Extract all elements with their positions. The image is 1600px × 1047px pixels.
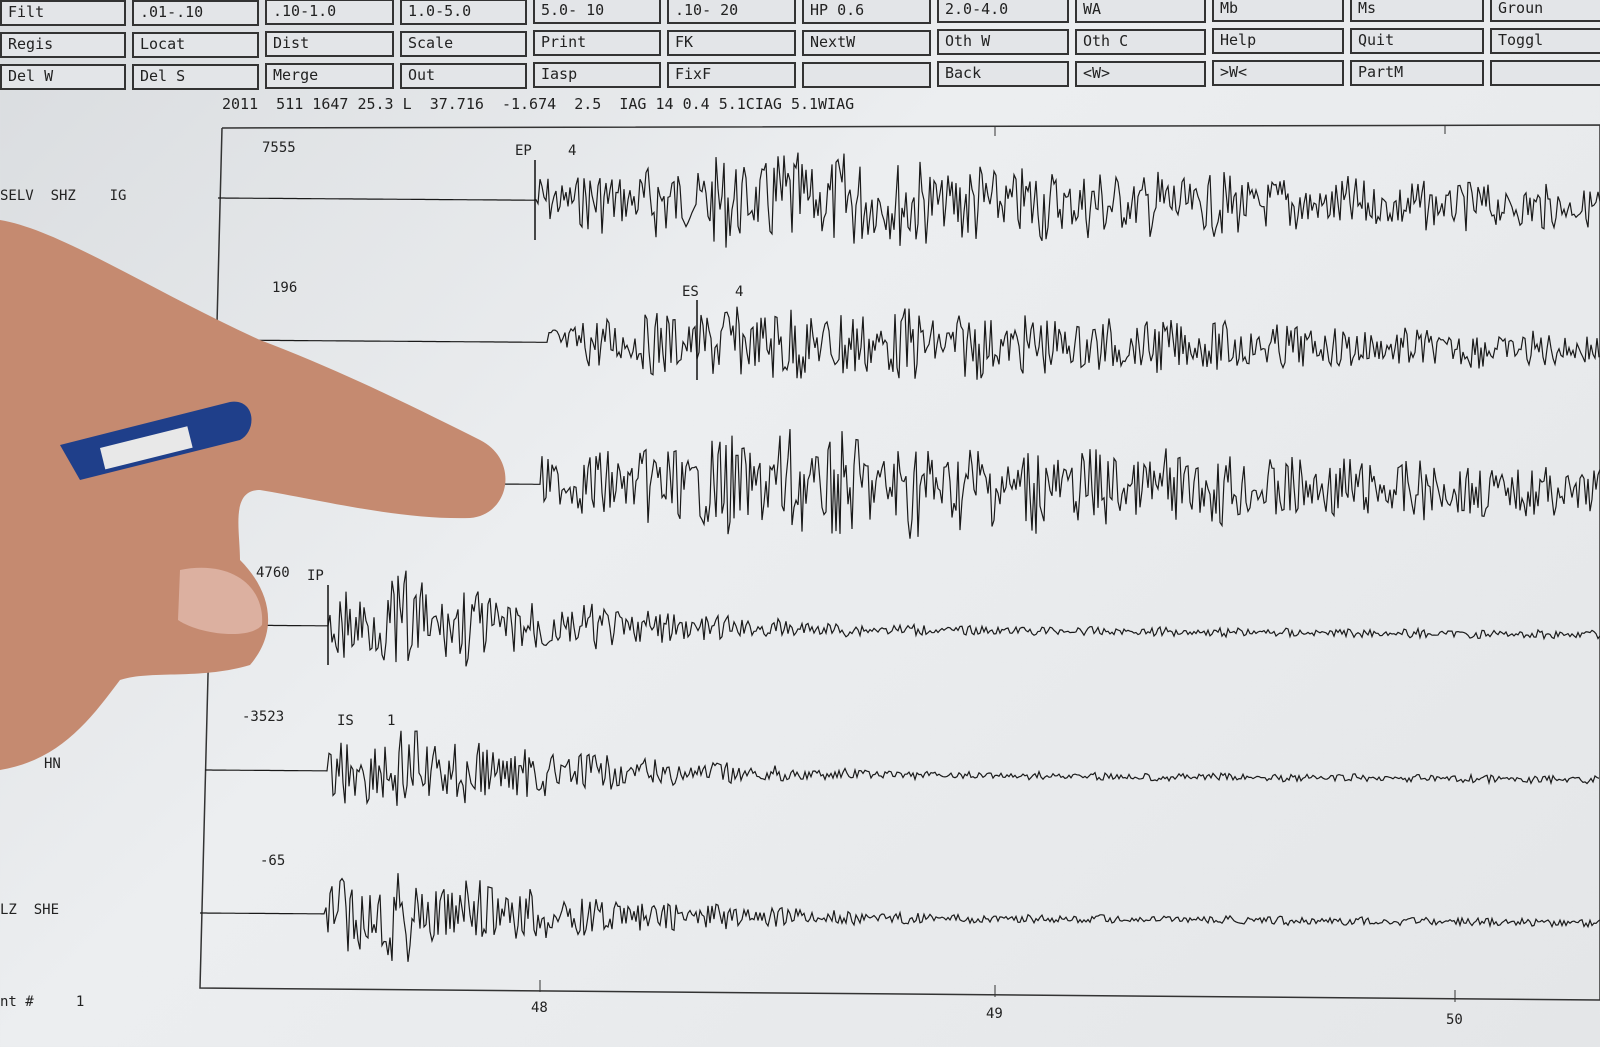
trace-1-phase[interactable]: EP <box>515 143 532 159</box>
menu-button-mb[interactable]: Mb <box>1212 0 1344 23</box>
menu-button-empty-2-11[interactable] <box>1490 59 1600 86</box>
menu-button-dist[interactable]: Dist <box>265 31 394 58</box>
menu-button-del-s[interactable]: Del S <box>132 63 259 90</box>
trace-5-station: HN <box>44 756 61 772</box>
menu-button-iasp[interactable]: Iasp <box>533 62 661 89</box>
menu-button-filt[interactable]: Filt <box>0 0 126 26</box>
seismic-trace-2 <box>215 306 1600 380</box>
menu-button-back[interactable]: Back <box>937 61 1069 88</box>
menu-button-toggl[interactable]: Toggl <box>1490 27 1600 54</box>
seismic-trace-6 <box>200 873 1600 962</box>
time-tick-label-48: 48 <box>531 1000 548 1016</box>
menu-button-del-w[interactable]: Del W <box>0 64 126 90</box>
menu-button--w-[interactable]: <W> <box>1075 60 1206 87</box>
event-counter: nt # 1 <box>0 994 85 1010</box>
time-tick-label-49: 49 <box>986 1006 1003 1022</box>
menu-button-help[interactable]: Help <box>1212 28 1344 55</box>
menu-button--01-10[interactable]: .01-.10 <box>132 0 259 26</box>
menu-button-hp-0-6[interactable]: HP 0.6 <box>802 0 931 24</box>
menu-button-quit[interactable]: Quit <box>1350 28 1484 54</box>
menu-button-print[interactable]: Print <box>533 30 661 57</box>
hand-shape <box>0 220 506 770</box>
seismic-trace-5 <box>205 730 1600 806</box>
trace-4-amplitude: 4760 <box>256 565 290 581</box>
trace-1-amplitude: 7555 <box>262 140 296 156</box>
trace-4-phase[interactable]: IP <box>307 568 324 584</box>
seismic-trace-1 <box>218 152 1600 248</box>
menu-button-out[interactable]: Out <box>400 62 527 89</box>
menu-button-groun[interactable]: Groun <box>1490 0 1600 22</box>
time-tick-label-50: 50 <box>1446 1012 1463 1028</box>
menu-button-locat[interactable]: Locat <box>132 31 259 58</box>
trace-6-amplitude: -65 <box>260 853 286 869</box>
menu-button-scale[interactable]: Scale <box>400 30 527 57</box>
trace-2-weight: 4 <box>735 284 744 300</box>
seismic-trace-4 <box>208 570 1600 667</box>
trace-5-amplitude: -3523 <box>242 709 285 725</box>
menu-button-partm[interactable]: PartM <box>1350 60 1484 86</box>
event-info-line: 2011 511 1647 25.3 L 37.716 -1.674 2.5 I… <box>222 95 855 113</box>
trace-2-phase[interactable]: ES <box>682 284 699 300</box>
menu-button--10-20[interactable]: .10- 20 <box>667 0 796 24</box>
menu-button-fixf[interactable]: FixF <box>667 62 796 88</box>
plot-frame <box>199 124 1600 1001</box>
pen-barcode <box>99 426 193 470</box>
trace-6-station: LZ SHE <box>0 902 60 918</box>
menu-button-2-0-4-0[interactable]: 2.0-4.0 <box>937 0 1069 24</box>
pointing-hand <box>0 220 506 770</box>
menu-button-empty-2-6[interactable] <box>802 61 931 88</box>
menu-button-oth-c[interactable]: Oth C <box>1075 28 1206 55</box>
menu-button-fk[interactable]: FK <box>667 30 796 56</box>
menu-button-1-0-5-0[interactable]: 1.0-5.0 <box>400 0 527 25</box>
menu-button-regis[interactable]: Regis <box>0 32 126 58</box>
fingernail <box>178 567 263 635</box>
trace-5-weight: 1 <box>387 713 396 729</box>
trace-1-weight: 4 <box>568 143 577 159</box>
trace-2-amplitude: 196 <box>272 280 298 296</box>
menu-button--10-1-0[interactable]: .10-1.0 <box>265 0 394 26</box>
menu-button-wa[interactable]: WA <box>1075 0 1206 23</box>
menu-button--w-[interactable]: >W< <box>1212 60 1344 87</box>
trace-1-station: SELV SHZ IG <box>0 188 127 204</box>
menu-button-5-0-10[interactable]: 5.0- 10 <box>533 0 661 25</box>
menu-button-merge[interactable]: Merge <box>265 63 394 90</box>
menu-button-nextw[interactable]: NextW <box>802 29 931 56</box>
menu-button-ms[interactable]: Ms <box>1350 0 1484 22</box>
menu-button-oth-w[interactable]: Oth W <box>937 29 1069 56</box>
trace-5-phase[interactable]: IS <box>337 713 354 729</box>
